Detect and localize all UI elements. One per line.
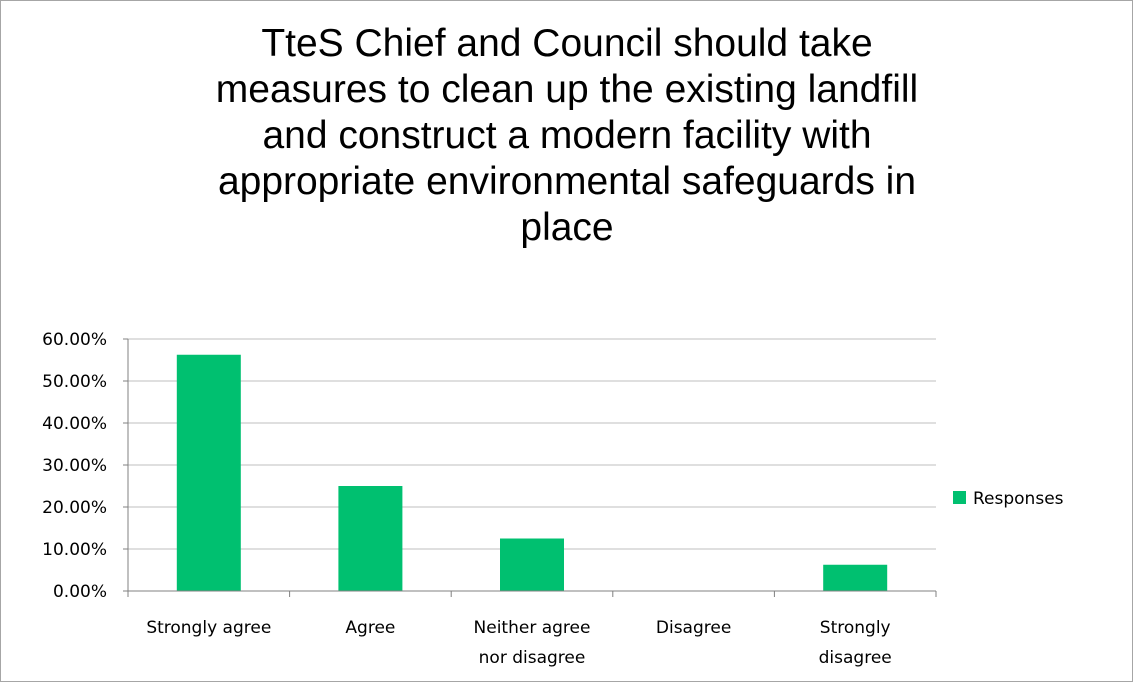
- legend-swatch: [953, 491, 966, 504]
- gridlines: [128, 338, 936, 550]
- chart-title-line: and construct a modern facility with: [262, 114, 871, 157]
- y-tick-label: 30.00%: [42, 456, 107, 476]
- x-tick-label: nor disagree: [479, 648, 586, 668]
- x-tick-label: Agree: [345, 618, 395, 638]
- x-tick-label: Disagree: [656, 618, 731, 638]
- chart-title-line: appropriate environmental safeguards in: [218, 160, 916, 203]
- x-tick-labels: Strongly agree Agree Neither agree nor disa…: [146, 618, 891, 668]
- y-tick-label: 0.00%: [53, 582, 107, 602]
- chart-title: TteS Chief and Council should takemeasur…: [216, 22, 918, 249]
- x-tick-label: Strongly: [820, 618, 891, 638]
- bar: [500, 538, 564, 591]
- chart-title-line: place: [520, 206, 613, 249]
- y-tick-label: 10.00%: [42, 540, 107, 560]
- y-tick-label: 50.00%: [42, 372, 107, 392]
- y-tick-label: 60.00%: [42, 330, 107, 350]
- x-tick-label: disagree: [819, 648, 892, 668]
- y-tick-label: 20.00%: [42, 498, 107, 518]
- bar: [176, 354, 241, 591]
- bars: [176, 354, 888, 591]
- y-tick-label: 40.00%: [42, 414, 107, 434]
- chart-title-line: measures to clean up the existing landfi…: [216, 68, 918, 111]
- axes: [123, 338, 937, 597]
- chart-title-line: TteS Chief and Council should take: [261, 22, 872, 65]
- x-tick-label: Strongly agree: [146, 618, 271, 638]
- legend-label: Responses: [973, 489, 1064, 509]
- bar: [823, 564, 888, 591]
- legend: Responses: [953, 489, 1064, 509]
- x-tick-label: Neither agree: [474, 618, 591, 638]
- bar: [338, 486, 403, 591]
- y-tick-labels: 0.00% 10.00% 20.00% 30.00% 40.00% 50.00% 60.00…: [42, 330, 107, 602]
